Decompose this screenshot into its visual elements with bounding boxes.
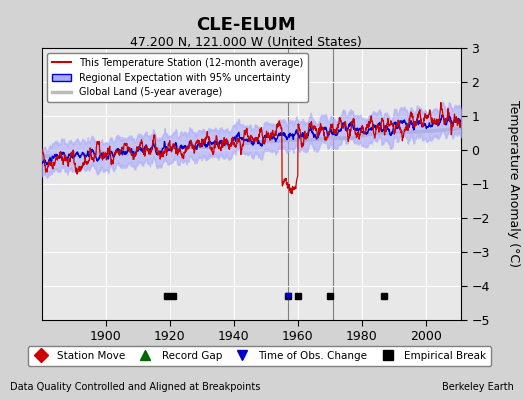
Text: 47.200 N, 121.000 W (United States): 47.200 N, 121.000 W (United States) [130,36,362,49]
Text: CLE-ELUM: CLE-ELUM [196,16,296,34]
Y-axis label: Temperature Anomaly (°C): Temperature Anomaly (°C) [507,100,520,268]
Legend: Station Move, Record Gap, Time of Obs. Change, Empirical Break: Station Move, Record Gap, Time of Obs. C… [28,346,491,366]
Text: Berkeley Earth: Berkeley Earth [442,382,514,392]
Legend: This Temperature Station (12-month average), Regional Expectation with 95% uncer: This Temperature Station (12-month avera… [47,53,308,102]
Text: Data Quality Controlled and Aligned at Breakpoints: Data Quality Controlled and Aligned at B… [10,382,261,392]
